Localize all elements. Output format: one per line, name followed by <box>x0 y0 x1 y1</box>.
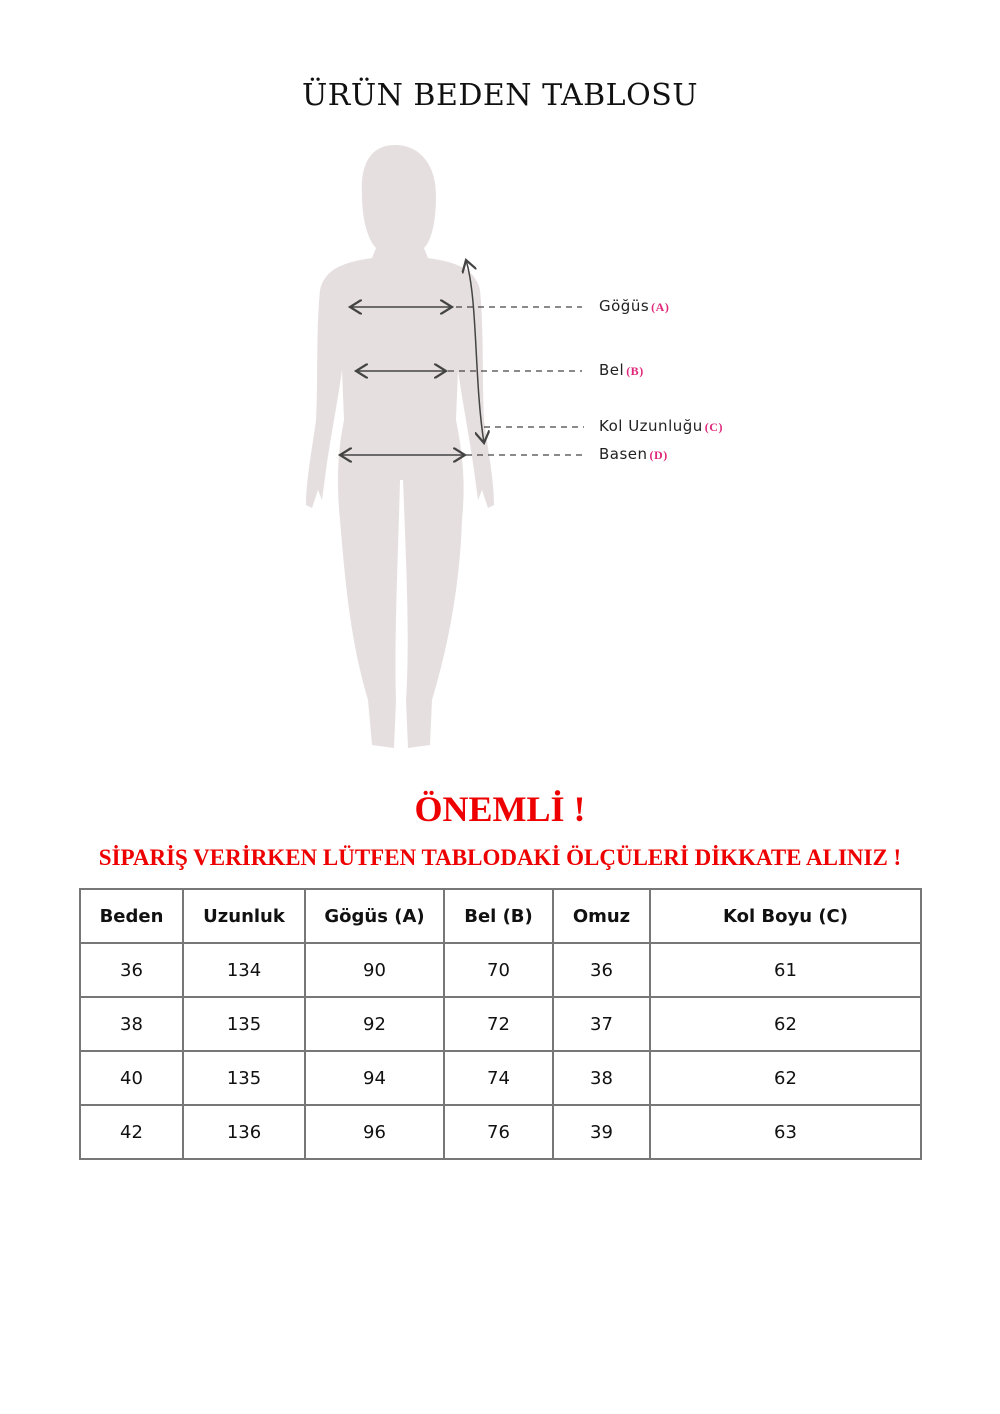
header-cell: Kol Boyu (C) <box>649 888 922 944</box>
table-row: 42 136 96 76 39 63 <box>79 1104 922 1160</box>
silhouette <box>306 145 494 748</box>
label-chest: Göğüs (A) <box>599 297 669 315</box>
label-waist: Bel (B) <box>599 361 644 379</box>
table-cell: 62 <box>649 996 922 1052</box>
table-cell: 96 <box>304 1104 445 1160</box>
label-sleeve-length: Kol Uzunluğu (C) <box>599 417 723 435</box>
size-table: Beden Uzunluk Gögüs (A) Bel (B) Omuz Kol… <box>79 888 922 1160</box>
table-cell: 36 <box>79 942 184 998</box>
table-cell: 76 <box>443 1104 554 1160</box>
table-cell: 39 <box>552 1104 651 1160</box>
table-cell: 38 <box>552 1050 651 1106</box>
label-code: (D) <box>649 448 668 462</box>
table-cell: 135 <box>182 1050 306 1106</box>
table-cell: 62 <box>649 1050 922 1106</box>
label-code: (B) <box>626 364 644 378</box>
header-cell: Beden <box>79 888 184 944</box>
table-cell: 92 <box>304 996 445 1052</box>
table-row: 36 134 90 70 36 61 <box>79 942 922 998</box>
table-row: 38 135 92 72 37 62 <box>79 996 922 1052</box>
table-cell: 70 <box>443 942 554 998</box>
table-cell: 61 <box>649 942 922 998</box>
table-cell: 63 <box>649 1104 922 1160</box>
label-code: (A) <box>651 300 670 314</box>
label-code: (C) <box>704 420 723 434</box>
label-text: Göğüs <box>599 297 650 315</box>
table-cell: 42 <box>79 1104 184 1160</box>
table-cell: 136 <box>182 1104 306 1160</box>
label-text: Kol Uzunluğu <box>599 417 703 435</box>
notice-text: SİPARİŞ VERİRKEN LÜTFEN TABLODAKİ ÖLÇÜLE… <box>98 845 902 870</box>
table-cell: 135 <box>182 996 306 1052</box>
important-heading: ÖNEMLİ ! <box>414 789 586 829</box>
page-title: ÜRÜN BEDEN TABLOSU <box>301 78 699 113</box>
label-hip: Basen (D) <box>599 445 668 463</box>
header-cell: Uzunluk <box>182 888 306 944</box>
table-cell: 134 <box>182 942 306 998</box>
table-cell: 90 <box>304 942 445 998</box>
table-cell: 36 <box>552 942 651 998</box>
table-cell: 72 <box>443 996 554 1052</box>
table-header-row: Beden Uzunluk Gögüs (A) Bel (B) Omuz Kol… <box>79 888 922 944</box>
header-cell: Gögüs (A) <box>304 888 445 944</box>
label-text: Bel <box>599 361 625 379</box>
table-row: 40 135 94 74 38 62 <box>79 1050 922 1106</box>
table-cell: 38 <box>79 996 184 1052</box>
label-text: Basen <box>599 445 648 463</box>
table-cell: 74 <box>443 1050 554 1106</box>
table-cell: 94 <box>304 1050 445 1106</box>
table-cell: 37 <box>552 996 651 1052</box>
header-cell: Bel (B) <box>443 888 554 944</box>
header-cell: Omuz <box>552 888 651 944</box>
table-cell: 40 <box>79 1050 184 1106</box>
body-silhouette-diagram <box>306 145 584 748</box>
